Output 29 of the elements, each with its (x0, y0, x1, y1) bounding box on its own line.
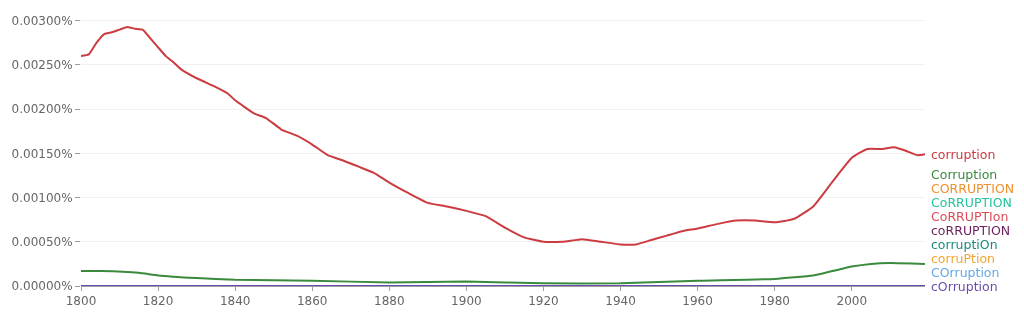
x-tick-label: 1940 (605, 294, 636, 309)
series-label: corruption (931, 147, 996, 162)
x-tick-label: 1800 (65, 294, 97, 309)
x-tick-label: 2000 (836, 294, 868, 309)
text: Corruption (931, 167, 998, 182)
x-tick-label: 1900 (451, 294, 482, 309)
x-tick-label: 1820 (142, 294, 174, 309)
legend-label: CoRRUPTIon (931, 209, 1009, 224)
x-tick-label: 1920 (528, 294, 559, 309)
y-tick-label: 0.00300% (11, 13, 73, 28)
x-tick-label: 1980 (759, 294, 790, 309)
series-label: cOrruption (931, 279, 998, 294)
legend-label: coRRUPTION (931, 223, 1011, 238)
y-tick-label: 0.00250% (11, 58, 73, 73)
x-tick-label: 1960 (682, 294, 713, 309)
x-tick-label: 1840 (219, 294, 251, 309)
legend-label: COrruption (931, 265, 1000, 280)
y-tick-label: 0.00000% (11, 279, 73, 294)
y-tick-label: 0.00050% (11, 234, 73, 249)
x-tick-label: 1860 (296, 294, 328, 309)
legend-label: CORRUPTION (931, 181, 1015, 196)
legend-label: corruPtion (931, 251, 995, 266)
y-tick-label: 0.00100% (11, 190, 73, 205)
x-tick-label: 1880 (374, 294, 405, 309)
line-series (81, 25, 925, 246)
legend-label: corruptiOn (931, 237, 998, 252)
y-tick-label: 0.00150% (11, 146, 73, 161)
legend-label: CoRRUPTION (931, 195, 1012, 210)
y-tick-label: 0.00200% (11, 102, 73, 117)
